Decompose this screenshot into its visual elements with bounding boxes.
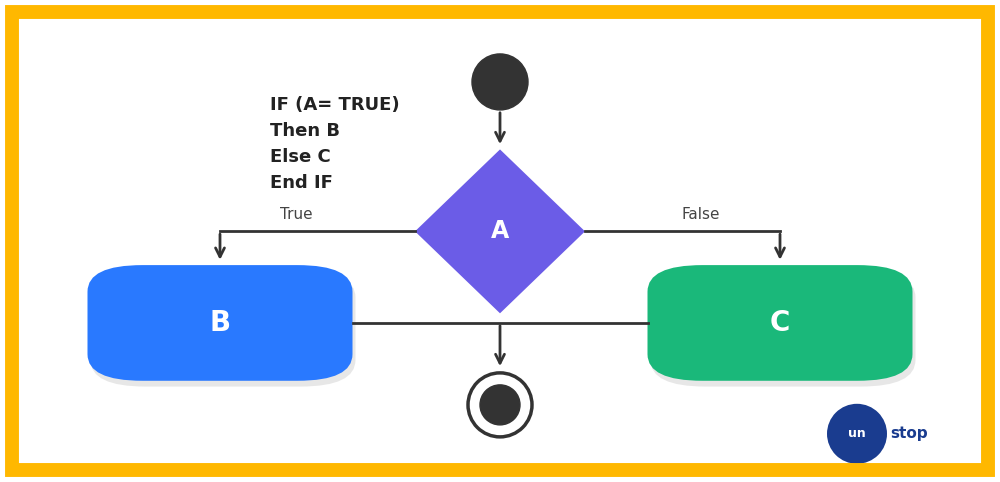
- FancyBboxPatch shape: [88, 265, 353, 381]
- Text: C: C: [770, 309, 790, 337]
- Polygon shape: [415, 149, 585, 313]
- Ellipse shape: [472, 54, 528, 110]
- Ellipse shape: [468, 373, 532, 437]
- Text: un: un: [848, 428, 866, 440]
- Text: B: B: [209, 309, 231, 337]
- Text: False: False: [682, 207, 720, 222]
- Ellipse shape: [480, 385, 520, 425]
- Text: stop: stop: [890, 426, 928, 442]
- Text: A: A: [491, 219, 509, 243]
- FancyBboxPatch shape: [91, 271, 356, 387]
- FancyBboxPatch shape: [650, 271, 916, 387]
- Text: True: True: [280, 207, 313, 222]
- Text: IF (A= TRUE)
Then B
Else C
End IF: IF (A= TRUE) Then B Else C End IF: [270, 96, 400, 191]
- FancyBboxPatch shape: [648, 265, 912, 381]
- Ellipse shape: [827, 404, 887, 464]
